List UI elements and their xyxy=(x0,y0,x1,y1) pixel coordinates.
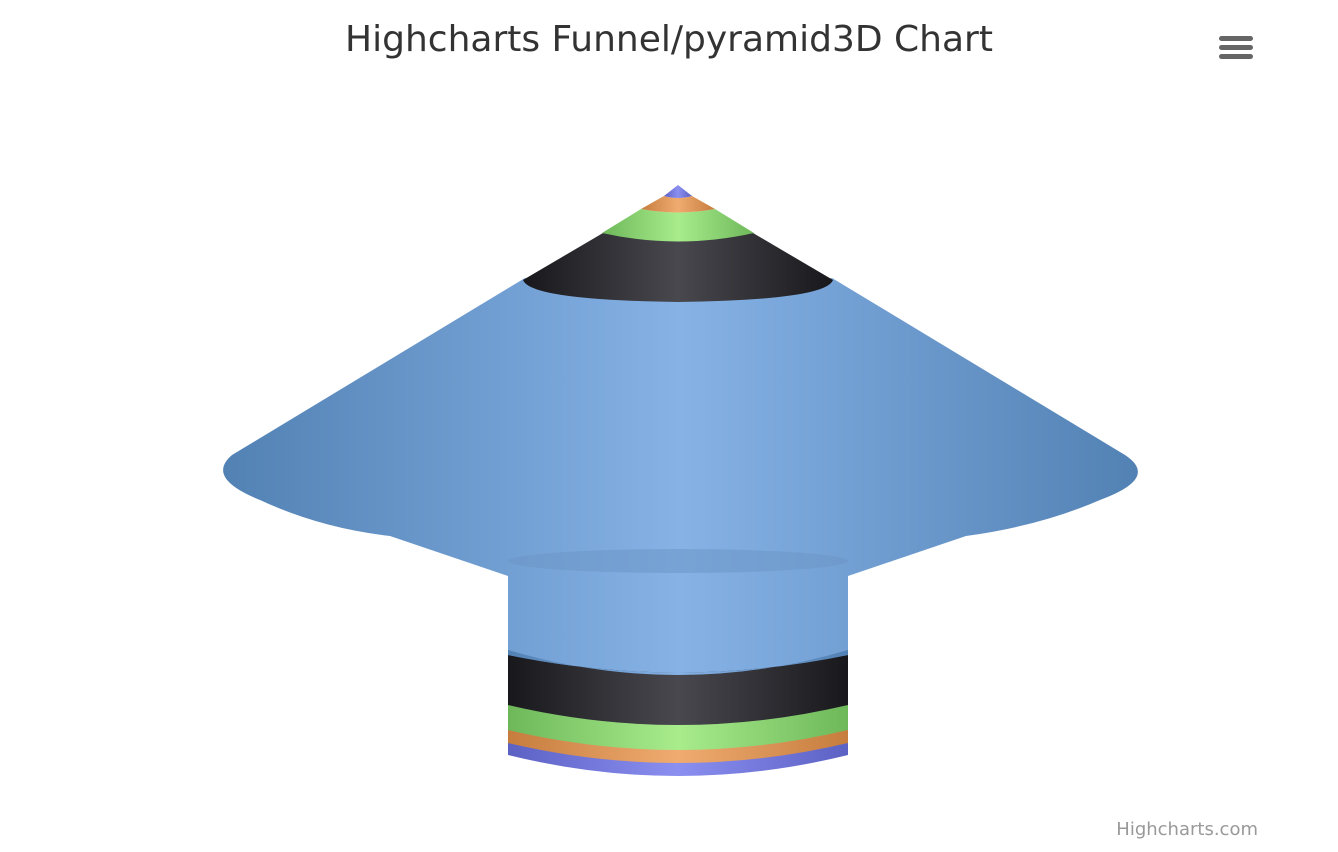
hamburger-menu-icon-bar xyxy=(1219,54,1253,59)
credits-link[interactable]: Highcharts.com xyxy=(1116,819,1258,840)
funnel-segment-2[interactable] xyxy=(523,233,833,302)
funnel-segment-4[interactable] xyxy=(641,196,715,213)
funnel-segment-1[interactable] xyxy=(223,278,1138,690)
context-menu-button[interactable] xyxy=(1212,30,1260,68)
funnel-segment-3[interactable] xyxy=(602,209,754,242)
funnel-stem-purple[interactable] xyxy=(508,743,848,776)
hamburger-menu-icon xyxy=(1219,36,1253,41)
funnel-stem-green[interactable] xyxy=(508,705,848,755)
chart-title: Highcharts Funnel/pyramid3D Chart xyxy=(345,19,993,60)
funnel-stem-black[interactable] xyxy=(508,650,848,740)
hamburger-menu-icon-bar xyxy=(1219,45,1253,50)
funnel-segment-5[interactable] xyxy=(664,185,692,198)
